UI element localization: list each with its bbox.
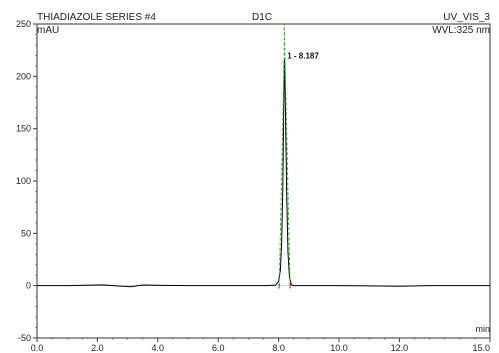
y-tick-label: 100 — [16, 176, 31, 186]
y-axis-label: mAU — [37, 25, 59, 36]
y-tick-label: -50 — [18, 333, 31, 343]
x-tick-label: 15.0 — [472, 343, 490, 353]
header-center: D1C — [252, 12, 272, 23]
series-group: 1 - 8.187 — [37, 23, 490, 289]
x-tick-label: 6.0 — [212, 343, 225, 353]
y-tick-label: 200 — [16, 71, 31, 81]
y-tick-label: 250 — [16, 19, 31, 29]
axes: -50 0 50 100 150 200 250 0.0 2.0 4.0 6.0 8.0 10.0 12.… — [16, 19, 491, 353]
y-tick-label: 50 — [21, 228, 31, 238]
header-right: UV_VIS_3 — [443, 12, 490, 23]
peak-integration-line — [278, 23, 291, 286]
x-tick-label: 12.0 — [391, 343, 409, 353]
header-left: THIADIAZOLE SERIES #4 — [37, 12, 156, 23]
y-tick-label: 0 — [26, 281, 31, 291]
chromatogram-trace — [37, 59, 490, 288]
y-tick-label: 150 — [16, 124, 31, 134]
x-tick-label: 8.0 — [272, 343, 285, 353]
peak-label: 1 - 8.187 — [287, 52, 319, 61]
x-tick-label: 2.0 — [91, 343, 104, 353]
x-tick-label: 0.0 — [31, 343, 44, 353]
x-axis-label: min — [475, 324, 490, 334]
header-right-wavelength: WVL:325 nm — [432, 25, 490, 36]
plot-frame — [36, 23, 491, 339]
x-tick-label: 10.0 — [330, 343, 348, 353]
x-tick-label: 4.0 — [152, 343, 165, 353]
